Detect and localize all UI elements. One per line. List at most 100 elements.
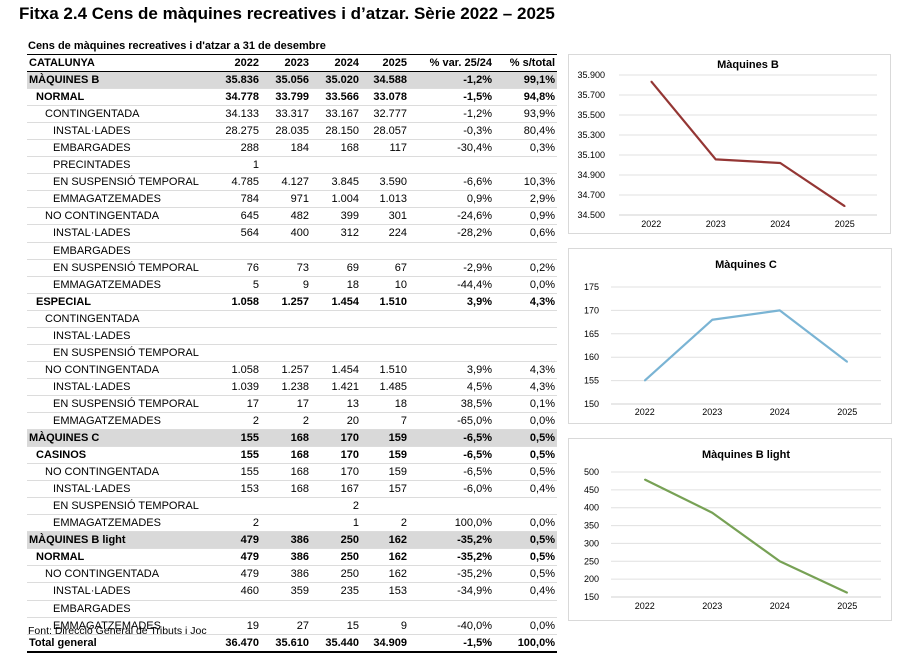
data-point (779, 162, 782, 164)
cell-y2024 (309, 156, 359, 175)
x-tick-label: 2022 (635, 601, 655, 611)
cell-share-total: 2,9% (492, 190, 557, 209)
header-2022: 2022 (215, 53, 259, 73)
cell-y2022: 2 (215, 412, 259, 431)
cell-var-25-24 (407, 242, 492, 260)
cell-y2025: 28.057 (359, 122, 407, 141)
table-caption: Cens de màquines recreatives i d'atzar a… (28, 40, 326, 52)
y-tick-label: 350 (584, 521, 599, 531)
y-tick-label: 34.500 (577, 210, 605, 220)
row-label: EN SUSPENSIÓ TEMPORAL (27, 497, 215, 516)
row-label: EMMAGATZEMADES (27, 617, 215, 635)
cell-y2025: 3.590 (359, 173, 407, 192)
row-label: EN SUSPENSIÓ TEMPORAL (27, 259, 215, 277)
row-label: EN SUSPENSIÓ TEMPORAL (27, 344, 215, 362)
cell-share-total (492, 242, 557, 260)
table-row: EMMAGATZEMADES 19 27 15 9 -40,0% 0,0% (27, 617, 557, 635)
cell-y2025 (359, 344, 407, 362)
cell-y2022 (215, 600, 259, 618)
cell-y2022: 155 (215, 446, 259, 465)
header-2023: 2023 (259, 53, 309, 73)
y-tick-label: 150 (584, 399, 599, 409)
cell-share-total (492, 600, 557, 618)
cell-share-total: 10,3% (492, 173, 557, 192)
cell-y2023 (259, 327, 309, 345)
cell-var-25-24 (407, 344, 492, 362)
cell-share-total (492, 344, 557, 362)
cell-y2025: 162 (359, 565, 407, 584)
cell-y2024: 312 (309, 224, 359, 243)
cell-y2022: 564 (215, 224, 259, 243)
data-point (778, 309, 781, 312)
cell-share-total (492, 156, 557, 175)
y-tick-label: 500 (584, 467, 599, 477)
cell-y2025: 10 (359, 276, 407, 294)
row-label: EMMAGATZEMADES (27, 514, 215, 533)
page-title: Fitxa 2.4 Cens de màquines recreatives i… (19, 4, 555, 23)
cell-y2025: 153 (359, 582, 407, 601)
cell-share-total: 100,0% (492, 633, 557, 653)
cell-y2022 (215, 327, 259, 345)
data-point (711, 318, 714, 321)
cell-y2025 (359, 327, 407, 345)
source-note: Font: Direcció General de Tributs i Joc (28, 625, 207, 637)
cell-y2023: 17 (259, 395, 309, 413)
cell-share-total (492, 327, 557, 345)
table-row: INSTAL·LADES 564 400 312 224 -28,2% 0,6% (27, 224, 557, 243)
cell-y2024: 235 (309, 582, 359, 601)
cell-y2023 (259, 514, 309, 533)
header-region: CATALUNYA (27, 53, 215, 73)
cell-y2022: 155 (215, 429, 259, 448)
table-row: MÀQUINES C 155 168 170 159 -6,5% 0,5% (27, 429, 557, 448)
row-label: MÀQUINES B (27, 71, 215, 90)
table-row: INSTAL·LADES (27, 327, 557, 345)
cell-y2025: 1.510 (359, 361, 407, 379)
y-tick-label: 155 (584, 376, 599, 386)
cell-y2024: 167 (309, 480, 359, 499)
row-label: CONTINGENTADA (27, 310, 215, 328)
cell-y2025: 9 (359, 617, 407, 635)
cell-y2023: 168 (259, 429, 309, 448)
cell-y2024: 15 (309, 617, 359, 635)
x-tick-label: 2022 (641, 219, 661, 229)
cell-y2022: 34.133 (215, 105, 259, 124)
row-label: PRECINTADES (27, 156, 215, 175)
cell-y2025: 33.078 (359, 88, 407, 107)
cell-y2022: 28.275 (215, 122, 259, 141)
cell-y2023: 27 (259, 617, 309, 635)
cell-var-25-24: -6,5% (407, 446, 492, 465)
cell-y2022: 5 (215, 276, 259, 294)
table-total-row: Total general 36.470 35.610 35.440 34.909 -1,… (27, 633, 557, 653)
chart-title: Màquines B light (702, 449, 790, 461)
cell-var-25-24: -0,3% (407, 122, 492, 141)
row-label: EN SUSPENSIÓ TEMPORAL (27, 173, 215, 192)
cell-share-total: 0,0% (492, 514, 557, 533)
row-label: Total general (27, 633, 215, 653)
cell-y2025: 34.909 (359, 633, 407, 653)
row-label: NO CONTINGENTADA (27, 565, 215, 584)
chart-title: Màquines B (717, 59, 779, 71)
table-row: EMBARGADES (27, 242, 557, 260)
cell-y2023 (259, 156, 309, 175)
cell-y2022 (215, 497, 259, 516)
cell-var-25-24: -6,0% (407, 480, 492, 499)
table-row: CASINOS 155 168 170 159 -6,5% 0,5% (27, 446, 557, 465)
cell-y2025: 159 (359, 429, 407, 448)
cell-y2024: 170 (309, 429, 359, 448)
cell-var-25-24: -1,5% (407, 88, 492, 107)
x-tick-label: 2024 (770, 407, 790, 417)
cell-y2023: 184 (259, 139, 309, 158)
cell-y2022: 479 (215, 531, 259, 550)
row-label: CASINOS (27, 446, 215, 465)
row-label: EMMAGATZEMADES (27, 412, 215, 431)
cell-share-total: 0,4% (492, 582, 557, 601)
cell-share-total: 0,0% (492, 412, 557, 431)
cell-y2023: 4.127 (259, 173, 309, 192)
cell-var-25-24: -1,2% (407, 71, 492, 90)
cell-y2024 (309, 242, 359, 260)
y-tick-label: 35.100 (577, 150, 605, 160)
chart-maquines-b-light: Màquines B light 150 200 250 300 350 400 450 500… (568, 438, 892, 621)
cell-y2023: 1.257 (259, 293, 309, 311)
cell-y2025 (359, 156, 407, 175)
cell-var-25-24: -35,2% (407, 531, 492, 550)
